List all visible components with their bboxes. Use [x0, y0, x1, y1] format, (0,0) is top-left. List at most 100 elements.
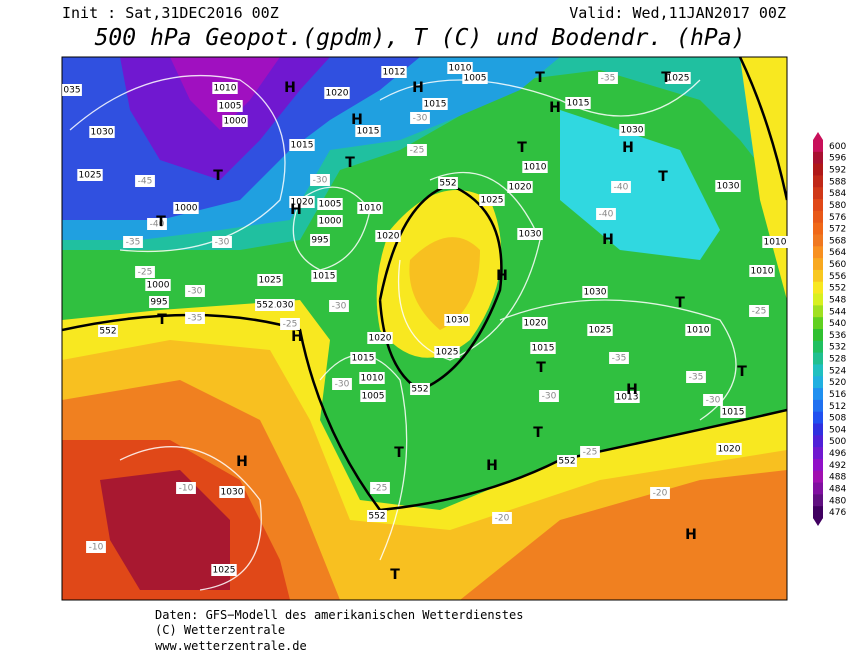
- init-label: Init : Sat,31DEC2016 00Z: [62, 4, 279, 22]
- height-label-box: [438, 177, 458, 189]
- temperature-label-box: [539, 390, 559, 402]
- isobar-label: 1010: [751, 267, 774, 277]
- temperature-label: -20: [495, 514, 510, 524]
- temperature-label-box: [686, 371, 706, 383]
- low-marker: T: [213, 168, 223, 184]
- colorbar-label: 524: [829, 366, 846, 376]
- isobar-label-box: [749, 265, 775, 277]
- temperature-label-box: [609, 352, 629, 364]
- map-field: [62, 57, 787, 600]
- colorbar-label: 572: [829, 225, 846, 235]
- isobar-label-box: [289, 139, 315, 151]
- temperature-label-box: [407, 144, 427, 156]
- high-marker: H: [602, 232, 614, 248]
- colorbar-label: 500: [829, 437, 846, 447]
- temperature-label: -40: [614, 183, 629, 193]
- isobar-label-box: [716, 443, 742, 455]
- colorbar-swatch: [813, 222, 823, 235]
- isobar-label: 1005: [219, 102, 242, 112]
- isobar-label-box: [517, 228, 543, 240]
- high-marker: H: [626, 382, 638, 398]
- temperature-label-box: [185, 312, 205, 324]
- colorbar-label: 492: [829, 461, 846, 471]
- isobar-label-box: [311, 270, 337, 282]
- temperature-label-box: [329, 300, 349, 312]
- colorbar-swatch: [813, 399, 823, 413]
- colorbar-label: 560: [829, 260, 846, 270]
- map-title: 500 hPa Geopot.(gpdm), T (C) und Bodendr…: [95, 25, 746, 51]
- colorbar-swatch: [813, 411, 823, 424]
- temperature-label: -20: [653, 489, 668, 499]
- temperature-label-box: [310, 174, 330, 186]
- temperature-label-box: [749, 305, 769, 317]
- colorbar-label: 512: [829, 402, 846, 412]
- isobar-label: 1030: [519, 230, 542, 240]
- isobar-label: 1000: [224, 117, 247, 127]
- isobar-label-box: [422, 98, 448, 110]
- isobar-label-box: [145, 279, 171, 291]
- colorbar-label: 476: [829, 508, 846, 518]
- temperature-label: -25: [583, 448, 598, 458]
- isobar-label-box: [381, 66, 407, 78]
- colorbar-label: 576: [829, 213, 846, 223]
- isobar-label-box: [479, 194, 505, 206]
- height-label-box: [255, 299, 275, 311]
- isobar-label-box: [289, 196, 315, 208]
- temperature-label: -45: [138, 177, 153, 187]
- isobar-label: 1005: [464, 74, 487, 84]
- isobar-label: 1010: [449, 64, 472, 74]
- colorbar-swatch: [813, 470, 823, 484]
- isobar-label: 1000: [319, 217, 342, 227]
- isobar-label-box: [149, 296, 169, 308]
- colorbar-swatch: [813, 364, 823, 377]
- colorbar-label: 548: [829, 295, 846, 305]
- isobar-label: 1030: [717, 182, 740, 192]
- temperature-label: -30: [335, 380, 350, 390]
- isobar-label-box: [665, 72, 691, 84]
- temperature-label-box: [611, 181, 631, 193]
- isobar-label-box: [211, 564, 237, 576]
- isobar-label-box: [715, 180, 741, 192]
- isobar-label: 1005: [362, 392, 385, 402]
- temperature-label-box: [410, 112, 430, 124]
- isobar-label-box: [212, 82, 238, 94]
- isobar-label: 1020: [377, 232, 400, 242]
- isobar-label-box: [522, 161, 548, 173]
- footer-line: Daten: GFS−Modell des amerikanischen Wet…: [155, 608, 523, 622]
- valid-label: Valid: Wed,11JAN2017 00Z: [569, 4, 786, 22]
- colorbar-label: 600: [829, 142, 846, 152]
- high-marker: H: [496, 268, 508, 284]
- temperature-label: -25: [373, 484, 388, 494]
- isobar-label: 1020: [291, 198, 314, 208]
- colorbar-label: 496: [829, 449, 846, 459]
- isobar-label: 1025: [589, 326, 612, 336]
- height-label: 552: [439, 179, 456, 189]
- high-marker: H: [412, 80, 424, 96]
- isobar-label-box: [324, 87, 350, 99]
- low-marker: T: [156, 214, 166, 230]
- isobar-label-box: [219, 486, 245, 498]
- temperature-label: -10: [179, 484, 194, 494]
- isobar-label-box: [720, 406, 746, 418]
- colorbar-swatch: [813, 317, 823, 330]
- low-marker: T: [517, 140, 527, 156]
- temperature-label-box: [123, 236, 143, 248]
- temperature-label-box: [598, 72, 618, 84]
- isobar-label: 1010: [524, 163, 547, 173]
- low-marker: T: [536, 360, 546, 376]
- isobar-label: 1012: [383, 68, 406, 78]
- height-label-box: [557, 455, 577, 467]
- colorbar-swatch: [813, 423, 823, 436]
- isobar-label: 1030: [621, 126, 644, 136]
- isobar-label-box: [507, 181, 533, 193]
- isobar-label-box: [762, 236, 788, 248]
- isobar-label-box: [77, 169, 103, 181]
- high-marker: H: [290, 202, 302, 218]
- isobar-label-box: [317, 198, 343, 210]
- isobar-label: 1010: [361, 374, 384, 384]
- temperature-label-box: [176, 482, 196, 494]
- colorbar-label: 484: [829, 484, 846, 494]
- high-marker: H: [291, 329, 303, 345]
- height-label-box: [98, 325, 118, 337]
